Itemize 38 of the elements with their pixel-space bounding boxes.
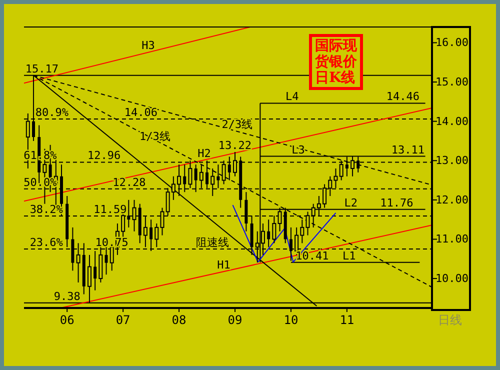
- y-tick-label: 13.00: [435, 154, 469, 168]
- annotation: 12.96: [87, 149, 121, 162]
- annotation: L2: [344, 196, 358, 210]
- annotation: H2: [198, 146, 211, 160]
- x-tick-label: 06: [60, 313, 74, 327]
- x-tick-label: 08: [172, 313, 186, 327]
- y-tick-label: 10.00: [435, 272, 469, 286]
- annotation: 15.17: [25, 62, 58, 76]
- y-tick-label: 11.00: [435, 232, 469, 246]
- annotation: 14.06: [124, 106, 158, 119]
- annotation: H3: [142, 39, 155, 52]
- annotation: 11.59: [94, 203, 127, 216]
- annotation: 11.76: [380, 196, 414, 210]
- y-tick-label: 15.00: [435, 76, 469, 89]
- annotation: L3: [292, 143, 305, 156]
- y-tick-label: 14.00: [435, 114, 469, 128]
- text: 国际现货银价日K线: [309, 34, 363, 90]
- annotation: 80.9%: [35, 106, 69, 119]
- x-tick-label: 09: [228, 313, 242, 327]
- annotation: 12.28: [112, 176, 146, 189]
- y-tick-label: 16.00: [435, 36, 469, 50]
- annotation: 1/3线: [140, 130, 170, 143]
- annotation: 阻速线: [196, 236, 230, 250]
- annotation: 14.46: [386, 90, 420, 104]
- text: 日线: [438, 313, 462, 327]
- annotation: L1: [342, 249, 356, 262]
- annotation: 9.38: [54, 290, 80, 303]
- x-tick-label: 11: [340, 313, 354, 327]
- annotation: H1: [217, 258, 230, 272]
- x-tick-label: 10: [284, 313, 298, 327]
- annotation: L4: [285, 90, 300, 104]
- annotation: 13.22: [218, 138, 252, 152]
- y-tick-label: 12.00: [435, 193, 469, 206]
- annotation: 10.41: [296, 249, 329, 262]
- annotation: 2/3线: [222, 118, 253, 132]
- annotation: 13.11: [391, 143, 424, 156]
- x-tick-label: 07: [116, 313, 130, 327]
- annotation: 23.6%: [30, 236, 64, 250]
